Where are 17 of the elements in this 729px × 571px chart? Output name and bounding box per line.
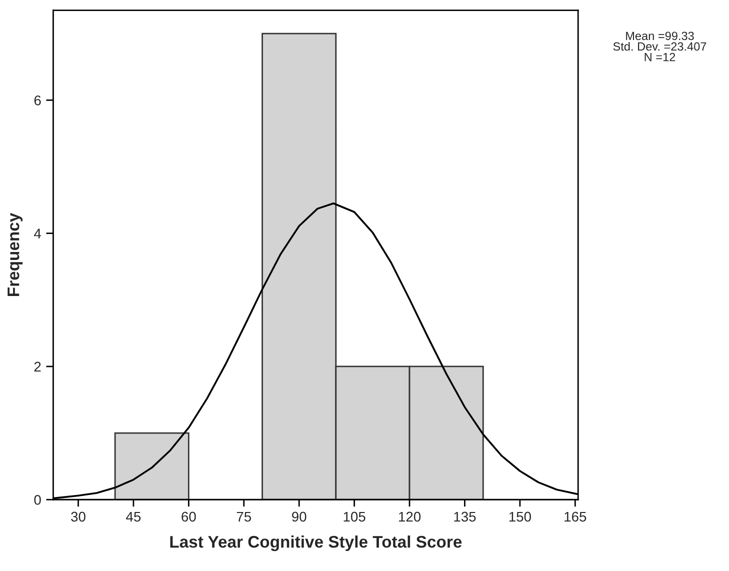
x-tick-label: 165 [564,512,586,522]
y-tick-label: 6 [34,95,41,106]
y-axis-title: Frequency [8,212,23,296]
x-tick-label: 120 [398,512,421,522]
y-tick-label: 0 [34,494,41,505]
y-tick-label: 2 [34,362,41,372]
y-tick-label: 4 [34,228,42,238]
text: Mean =99.33 Std. Dev. =23.407 N =12 [613,32,706,62]
x-tick-label: 75 [236,512,252,522]
x-tick-label: 45 [126,512,141,522]
x-tick-label: 30 [71,512,86,522]
x-tick-label: 135 [454,512,476,522]
x-tick-label: 60 [182,512,196,522]
x-axis-title: Last Year Cognitive Style Total Score [170,535,462,552]
x-tick-label: 105 [344,512,366,522]
x-tick-label: 90 [292,512,306,522]
x-tick-label: 150 [509,512,531,522]
